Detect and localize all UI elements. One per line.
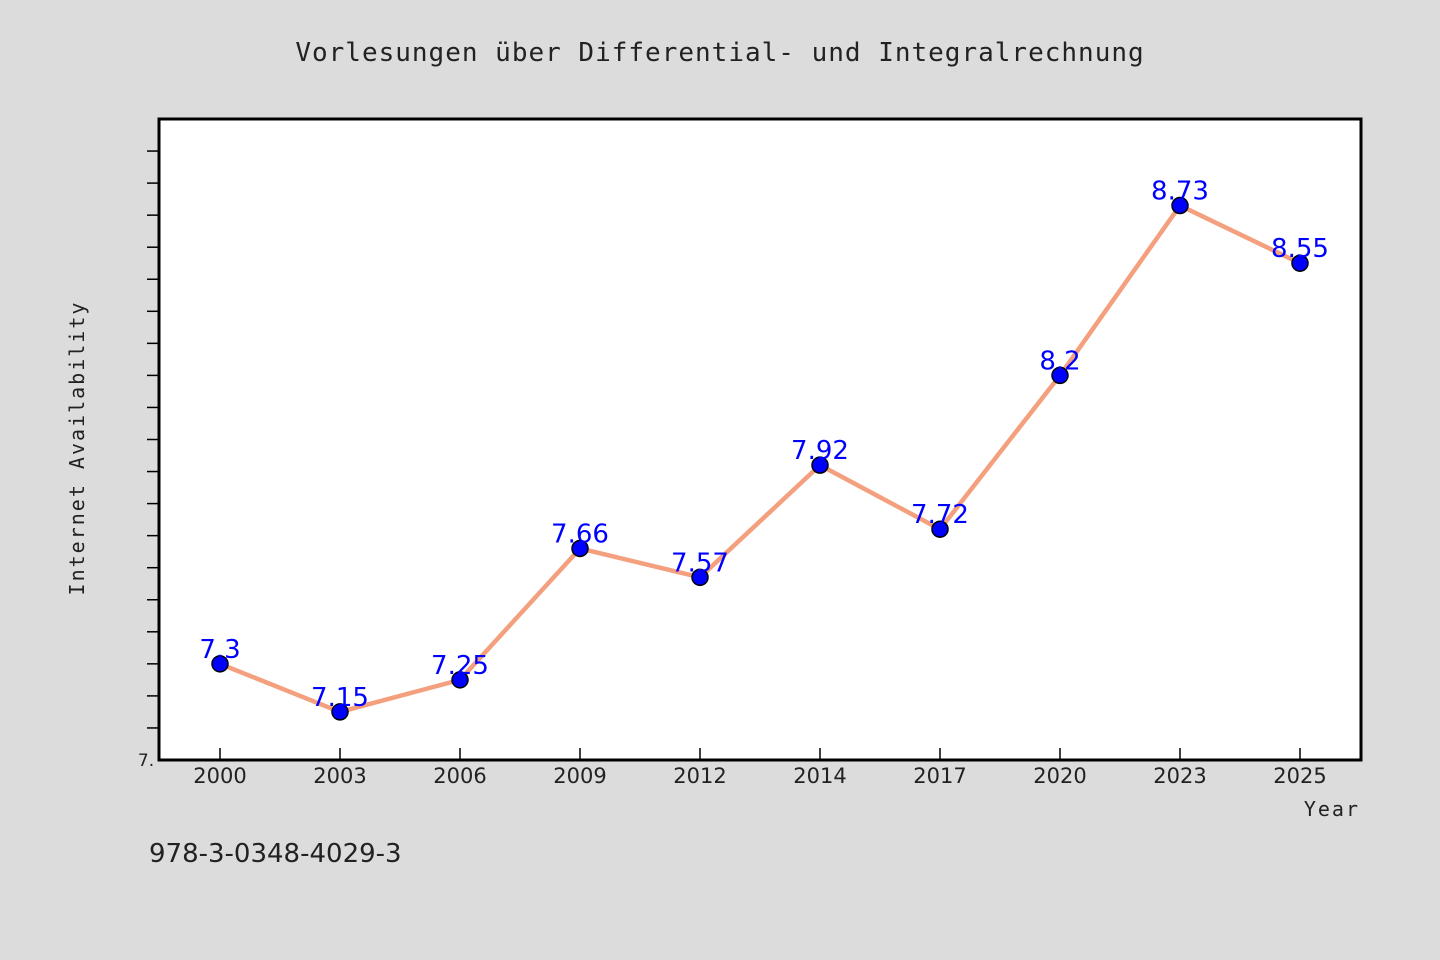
x-tick-label-2009: 2009 [553,764,606,788]
data-label-2006: 7.25 [431,651,489,681]
x-tick-label-2006: 2006 [433,764,486,788]
x-tick-label-2003: 2003 [313,764,366,788]
data-point-2023 [1171,196,1189,215]
data-point-2014 [811,456,829,474]
data-point-2025 [1291,254,1309,272]
data-label-2023: 8.73 [1151,177,1209,207]
y-axis-label: Internet Availability [65,301,89,596]
x-tick-label-2025: 2025 [1273,764,1326,788]
data-point-2020 [1051,366,1069,385]
data-point-2012 [691,568,709,587]
y-tick-label-min: 7. [138,751,154,771]
data-point-2017 [931,520,949,538]
x-tick-label-2023: 2023 [1153,764,1206,788]
chart-title: Vorlesungen über Differential- und Integ… [295,38,1144,68]
data-point-2003 [331,703,349,721]
x-tick-label-2014: 2014 [793,764,846,788]
plot-area [157,117,1363,762]
x-tick-label-2017: 2017 [913,764,966,788]
data-label-2014: 7.92 [791,436,849,466]
x-axis-label: Year [1304,797,1360,821]
data-label-2003: 7.15 [311,683,369,713]
footer-isbn: 978-3-0348-4029-3 [149,839,402,869]
x-tick-label-2012: 2012 [673,764,726,788]
data-label-2017: 7.72 [911,500,969,530]
data-point-2006 [451,671,469,689]
data-label-2009: 7.66 [551,519,609,549]
x-tick-label-2000: 2000 [193,764,246,788]
data-point-2000 [211,655,229,673]
data-label-2025: 8.55 [1271,234,1329,264]
data-label-2012: 7.57 [671,548,729,578]
data-label-2000: 7.3 [199,635,240,665]
x-axis-ticks: 2000 2003 2006 2009 2012 2014 2017 2020 2023 2025 [193,748,1327,788]
series-line [217,203,1303,715]
data-point-2009 [571,539,589,558]
x-tick-label-2020: 2020 [1033,764,1086,788]
data-label-2020: 8.2 [1039,346,1080,376]
y-axis-ticks [147,150,158,729]
series-layer: 7.3 7.15 7.25 7.66 7.57 7.92 7.72 8.2 8.73 8.55 [199,177,1329,721]
